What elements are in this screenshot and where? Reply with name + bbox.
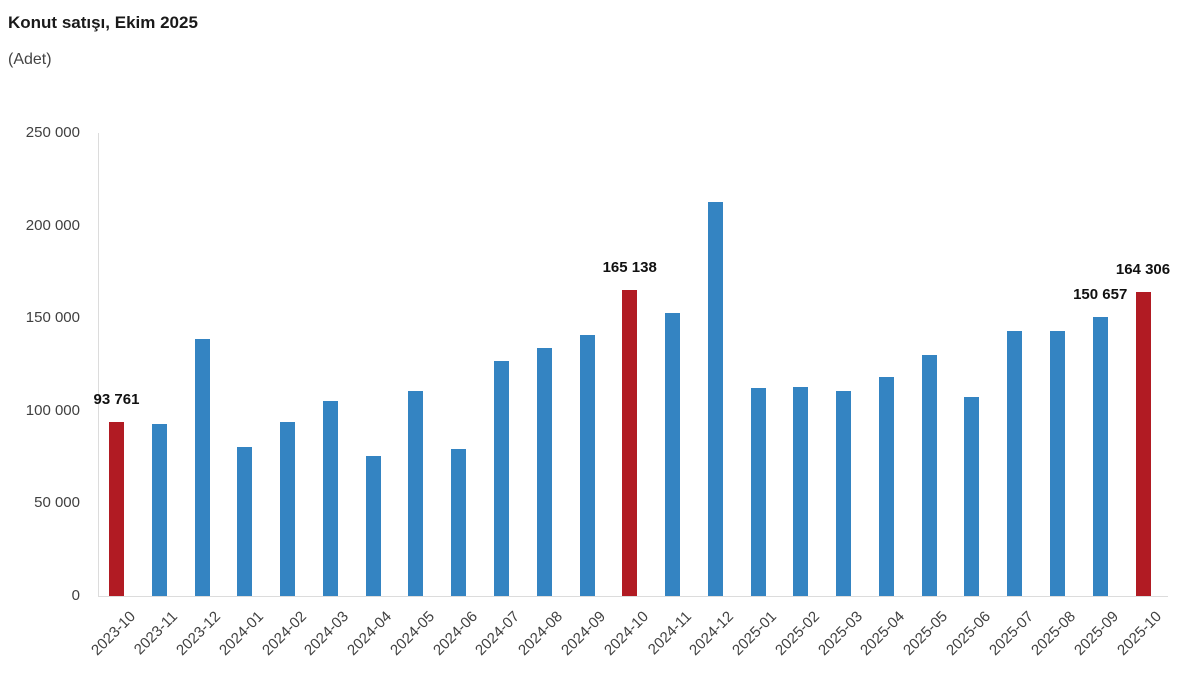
y-axis-tick-label: 150 000 (25, 309, 80, 327)
y-axis-tick-label: 0 (71, 587, 80, 604)
y-axis-tick-label: 250 000 (25, 124, 80, 141)
y-axis-tick-label: 200 000 (25, 216, 80, 234)
bar-2025-04 (878, 376, 894, 596)
bar-2024-01 (237, 447, 253, 596)
bar-2024-12 (707, 202, 723, 596)
value-label-2024-10: 165 138 (602, 259, 657, 277)
x-axis-line (98, 596, 1168, 597)
bar-2024-03 (322, 400, 338, 596)
bar-2025-07 (1007, 331, 1023, 596)
bar-2025-08 (1049, 330, 1065, 596)
bar-2023-12 (194, 339, 210, 596)
y-axis-line (98, 133, 99, 596)
value-label-2023-10: 93 761 (93, 391, 140, 409)
bar-2024-06 (451, 449, 467, 596)
bar-2025-03 (836, 390, 852, 596)
chart-subtitle: (Adet) (8, 51, 52, 68)
value-label-2025-09: 150 657 (1073, 286, 1128, 303)
bar-2025-06 (964, 396, 980, 596)
bar-2023-10 (109, 422, 124, 596)
bar-2024-10 (622, 290, 638, 596)
chart-title: Konut satışı, Ekim 2025 (8, 13, 198, 32)
bar-2025-02 (793, 387, 809, 596)
bar-2024-04 (365, 456, 381, 596)
y-axis-tick-label: 100 000 (25, 401, 80, 419)
bar-2024-02 (280, 422, 296, 596)
bar-2025-01 (750, 388, 766, 596)
bar-2025-05 (921, 355, 937, 596)
bar-2023-11 (151, 423, 167, 596)
bar-2025-09 (1092, 317, 1108, 596)
bar-2024-08 (536, 347, 552, 596)
y-axis-tick-label: 50 000 (34, 494, 80, 512)
bar-2024-05 (408, 391, 424, 596)
bar-2024-07 (493, 360, 509, 596)
bar-2025-10 (1135, 291, 1151, 596)
value-label-2025-10: 164 306 (1115, 260, 1171, 278)
bar-2024-11 (665, 312, 680, 596)
bar-2024-09 (579, 335, 595, 596)
